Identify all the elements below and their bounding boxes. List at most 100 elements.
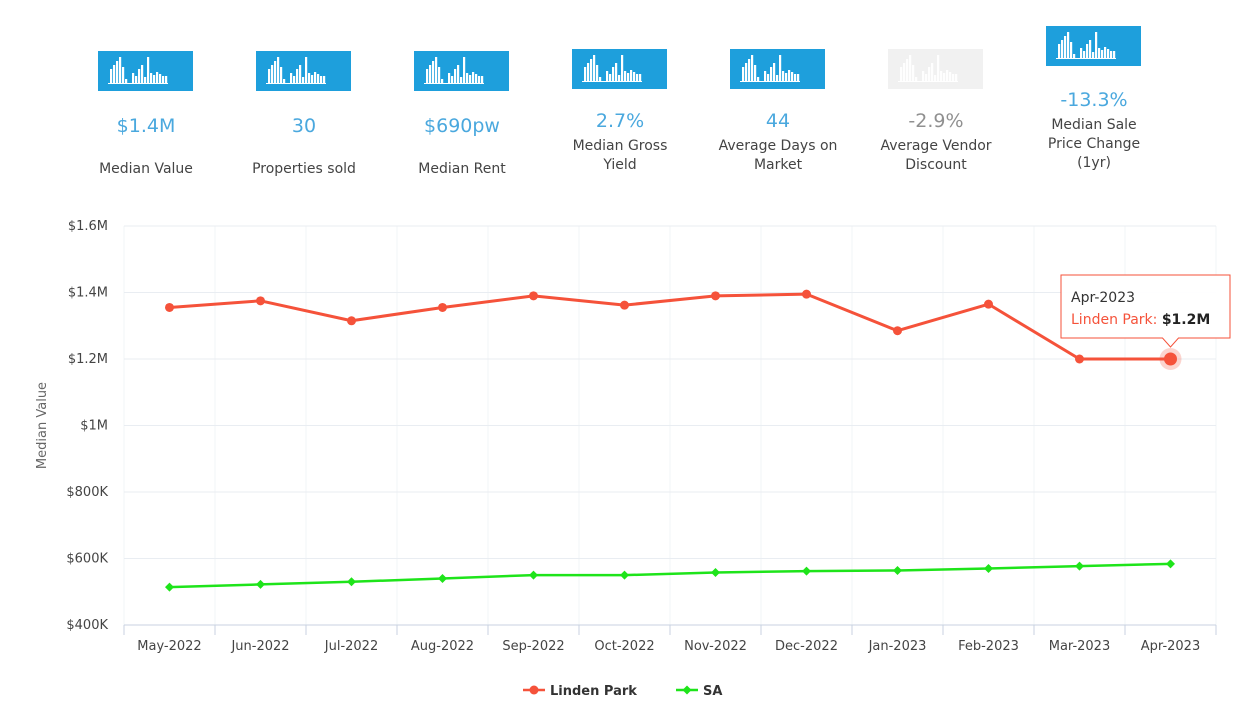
linden-park-data-point[interactable] <box>529 291 538 301</box>
bar-chart-icon[interactable] <box>888 49 983 89</box>
mini-bar <box>296 69 299 83</box>
y-tick-label: $1.4M <box>68 286 108 301</box>
stat-value: 2.7% <box>595 110 645 132</box>
mini-bar <box>475 74 478 83</box>
mini-bar <box>791 72 794 81</box>
y-tick-label: $600K <box>66 552 108 567</box>
stat-label: Average Vendor Discount <box>880 138 992 173</box>
linden-park-data-point[interactable] <box>893 326 902 336</box>
sa-data-point[interactable] <box>165 582 174 592</box>
mini-baseline <box>898 81 958 82</box>
mini-bar <box>627 73 630 81</box>
bar-chart-icon[interactable] <box>1046 26 1141 66</box>
mini-bar <box>946 70 949 81</box>
mini-bar <box>794 74 797 81</box>
mini-bar <box>782 71 785 81</box>
sa-data-point[interactable] <box>711 567 720 577</box>
mini-bar <box>472 72 475 83</box>
mini-bar <box>132 73 135 83</box>
sa-data-point[interactable] <box>347 577 356 587</box>
y-tick-label: $800K <box>66 485 108 500</box>
x-tick-label: May-2022 <box>137 639 201 654</box>
mini-bar <box>271 65 274 83</box>
bar-chart-icon[interactable] <box>572 49 667 89</box>
x-tick-label: Sep-2022 <box>502 639 564 654</box>
mini-bar <box>290 73 293 83</box>
mini-bar <box>767 74 770 81</box>
mini-bar <box>915 77 918 81</box>
sa-data-point[interactable] <box>1075 561 1084 571</box>
sa-data-point[interactable] <box>984 563 993 573</box>
mini-bar <box>773 63 776 81</box>
stat-label: Median Rent <box>418 161 506 177</box>
mini-bar <box>748 59 751 81</box>
mini-bar <box>900 67 903 81</box>
x-tick-label: Mar-2023 <box>1049 639 1110 654</box>
mini-bar <box>125 79 128 83</box>
x-tick-label: Jun-2022 <box>230 639 289 654</box>
linden-park-data-point[interactable] <box>620 300 629 310</box>
linden-park-data-point[interactable] <box>256 296 265 306</box>
mini-bar <box>943 73 946 81</box>
stat-value: -13.3% <box>1060 89 1128 111</box>
mini-bar <box>156 72 159 83</box>
x-tick-label: Oct-2022 <box>594 639 654 654</box>
mini-bar <box>1098 48 1101 58</box>
sa-data-point[interactable] <box>256 579 265 589</box>
mini-bar <box>934 75 937 81</box>
linden-park-data-point[interactable] <box>711 291 720 301</box>
linden-park-data-point[interactable] <box>165 302 174 312</box>
sa-data-point[interactable] <box>529 570 538 580</box>
linden-park-data-point[interactable] <box>438 302 447 312</box>
mini-bar <box>639 74 642 81</box>
mini-bar <box>1083 51 1086 58</box>
stat-value: $690pw <box>424 115 500 137</box>
linden-park-data-point[interactable] <box>802 289 811 299</box>
mini-bar <box>1064 36 1067 58</box>
mini-bar <box>754 65 757 81</box>
linden-park-data-point[interactable] <box>1075 354 1084 364</box>
mini-baseline <box>1056 58 1116 59</box>
mini-bar <box>463 57 466 83</box>
bar-chart-glyph <box>740 55 800 82</box>
mini-bar <box>593 55 596 81</box>
mini-bar <box>1067 32 1070 58</box>
sa-data-point[interactable] <box>802 566 811 576</box>
tooltip-series-label: Linden Park: <box>1071 312 1162 328</box>
mini-bar <box>624 71 627 81</box>
sa-data-point[interactable] <box>1166 559 1175 569</box>
bar-chart-icon[interactable] <box>256 51 351 91</box>
stat-label: Properties sold <box>252 161 356 177</box>
sa-data-point[interactable] <box>620 570 629 580</box>
bar-chart-icon[interactable] <box>98 51 193 91</box>
mini-bar <box>955 74 958 81</box>
linden-park-data-point[interactable] <box>984 299 993 309</box>
sa-data-point[interactable] <box>893 565 902 575</box>
mini-bar <box>922 71 925 81</box>
linden-park-data-point[interactable] <box>347 316 356 326</box>
tooltip-category: Apr-2023 <box>1071 290 1135 306</box>
mini-bar <box>612 67 615 81</box>
mini-bar <box>141 65 144 83</box>
mini-bar <box>745 63 748 81</box>
bar-chart-icon[interactable] <box>414 51 509 91</box>
mini-bar <box>906 59 909 81</box>
mini-bar <box>478 76 481 83</box>
legend-item-linden-park[interactable]: Linden Park <box>523 684 637 699</box>
legend-label: Linden Park <box>550 684 637 699</box>
mini-bar <box>135 76 138 83</box>
sa-data-point[interactable] <box>438 573 447 583</box>
bar-chart-glyph <box>898 55 958 82</box>
y-tick-label: $400K <box>66 618 108 633</box>
mini-bar <box>621 55 624 81</box>
stat-value: $1.4M <box>116 115 176 137</box>
mini-bar <box>764 71 767 81</box>
legend-item-sa[interactable]: SA <box>676 684 722 699</box>
x-tick-label: Dec-2022 <box>775 639 838 654</box>
mini-baseline <box>582 81 642 82</box>
mini-bar <box>1113 51 1116 58</box>
y-axis-title: Median Value <box>35 382 50 469</box>
mini-bar <box>1110 51 1113 58</box>
bar-chart-icon[interactable] <box>730 49 825 89</box>
linden-park-data-point[interactable] <box>1164 352 1177 366</box>
